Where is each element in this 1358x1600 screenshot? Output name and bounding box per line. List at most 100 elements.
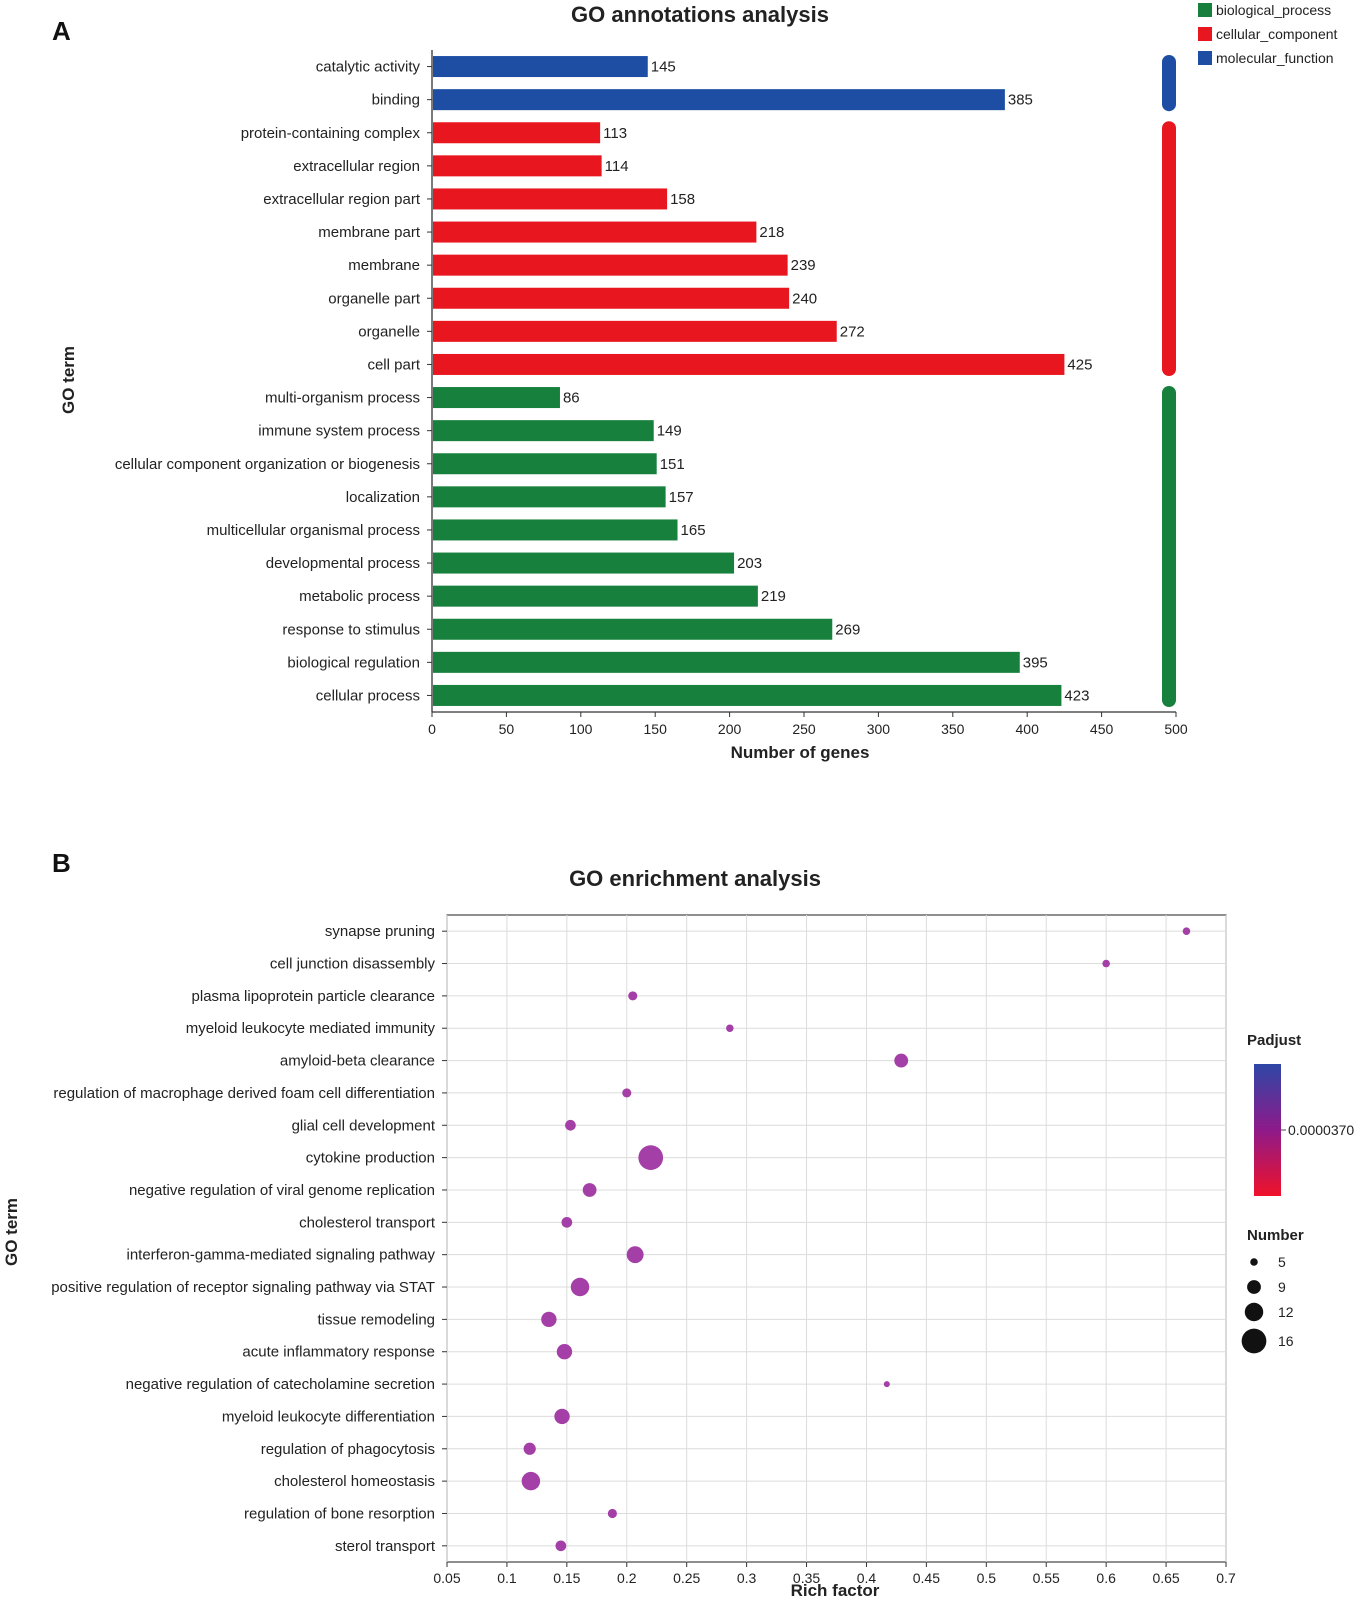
panel-b-category-label: sterol transport — [335, 1538, 436, 1555]
legend-swatch-molecular-function — [1198, 51, 1212, 65]
point-regulation-of-bone-resorption — [607, 1508, 617, 1519]
point-synapse-pruning — [1182, 927, 1191, 935]
panel-b-category-label: tissue remodeling — [317, 1311, 435, 1328]
panel-b-x-tick-label: 0.1 — [497, 1570, 517, 1586]
panel-a-bars: 145 385 113 114 158 218 239 240 272 425 86 149 151 15… — [433, 56, 1092, 706]
bar-value-label: 86 — [563, 390, 580, 407]
size-legend-title: Number — [1247, 1227, 1304, 1244]
bar-value-label: 385 — [1008, 92, 1033, 109]
panel-b-category-label: cholesterol transport — [299, 1214, 436, 1231]
panel-b-category-label: myeloid leukocyte mediated immunity — [186, 1020, 436, 1037]
panel-b-x-tick-label: 0.55 — [1033, 1570, 1060, 1586]
bar-organelle-part — [433, 287, 790, 309]
group-indicator-cellular-component — [1162, 121, 1176, 376]
panel-a-category-label: multi-organism process — [265, 390, 420, 407]
panel-a-x-tick-label: 350 — [941, 721, 965, 737]
panel-b-x-tick-label: 0.25 — [673, 1570, 700, 1586]
panel-b-category-label: amyloid-beta clearance — [280, 1053, 435, 1070]
panel-a-category-label: localization — [346, 489, 420, 506]
panel-b-category-label: regulation of phagocytosis — [261, 1441, 435, 1458]
point-regulation-of-phagocytosis — [523, 1442, 536, 1455]
bar-multi-organism-process — [433, 387, 560, 409]
panel-a-x-tick-label: 250 — [792, 721, 816, 737]
panel-a-x-tick-label: 500 — [1164, 721, 1188, 737]
panel-b-y-axis-title: GO term — [2, 1198, 21, 1266]
size-legend-dot — [1241, 1328, 1267, 1354]
legend-swatch-cellular-component — [1198, 27, 1212, 41]
panel-b-color-legend: Padjust 0.0000370 — [1247, 1032, 1354, 1196]
bar-response-to-stimulus — [433, 618, 833, 640]
panel-a-category-label: catalytic activity — [316, 59, 421, 76]
panel-a-category-label: organelle part — [328, 290, 421, 307]
color-legend-title: Padjust — [1247, 1032, 1301, 1049]
panel-a-x-tick-label: 100 — [569, 721, 593, 737]
point-cell-junction-disassembly — [1102, 959, 1110, 968]
panel-a-title: GO annotations analysis — [571, 2, 829, 27]
panel-b-category-label: regulation of bone resorption — [244, 1505, 435, 1522]
bar-value-label: 157 — [669, 489, 694, 506]
bar-value-label: 425 — [1067, 356, 1092, 373]
panel-b-category-label: plasma lipoprotein particle clearance — [192, 988, 435, 1005]
legend-label-biological-process: biological_process — [1216, 2, 1331, 18]
panel-a-x-axis-title: Number of genes — [731, 743, 870, 762]
panel-b-label: B — [52, 848, 71, 878]
panel-a-y-axis-title: GO term — [59, 346, 78, 414]
point-cholesterol-homeostasis — [521, 1471, 541, 1491]
panel-b-x-tick-label: 0.7 — [1216, 1570, 1236, 1586]
legend-swatch-biological-process — [1198, 3, 1212, 17]
panel-b-plot-frame — [446, 914, 1227, 1563]
panel-b-x-tick-label: 0.05 — [433, 1570, 460, 1586]
point-myeloid-leukocyte-mediated-immunity — [726, 1024, 734, 1033]
panel-b-category-label: cholesterol homeostasis — [274, 1473, 435, 1490]
bar-metabolic-process — [433, 585, 758, 607]
point-negative-regulation-of-catecholamine-secretion — [883, 1381, 890, 1388]
panel-b-category-label: positive regulation of receptor signalin… — [51, 1279, 435, 1296]
color-legend-gradient — [1254, 1064, 1281, 1196]
panel-a-x-tick-label: 0 — [428, 721, 436, 737]
bar-immune-system-process — [433, 420, 654, 442]
panel-b-x-tick-label: 0.15 — [553, 1570, 580, 1586]
panel-a-axes: 0 50 100 150 200 250 300 350 400 450 500 catalytic … — [115, 50, 1188, 737]
panel-b-x-tick-label: 0.5 — [977, 1570, 997, 1586]
bar-membrane-part — [433, 221, 757, 243]
panel-b-size-legend: Number 5 9 12 16 — [1241, 1227, 1304, 1354]
panel-b-category-label: glial cell development — [292, 1117, 436, 1134]
point-plasma-lipoprotein-particle-clearance — [628, 991, 638, 1001]
panel-b-category-label: cell junction disassembly — [270, 956, 436, 973]
panel-b-category-label: cytokine production — [306, 1150, 435, 1167]
size-legend-label: 9 — [1278, 1279, 1286, 1295]
size-legend-dot — [1250, 1258, 1258, 1266]
bar-value-label: 219 — [761, 588, 786, 605]
panel-a-category-label: extracellular region — [293, 158, 420, 175]
panel-a-category-label: extracellular region part — [263, 191, 421, 208]
panel-a-x-tick-label: 150 — [644, 721, 668, 737]
panel-b-x-tick-label: 0.4 — [857, 1570, 877, 1586]
panel-b-axes: 0.05 0.1 0.15 0.2 0.25 0.3 0.35 0.4 0.45 0.5 0.55 0… — [51, 923, 1236, 1586]
point-sterol-transport — [555, 1540, 567, 1552]
size-legend-dot — [1244, 1302, 1264, 1322]
bar-multicellular-organismal-process — [433, 519, 678, 541]
panel-b-category-label: regulation of macrophage derived foam ce… — [53, 1085, 435, 1102]
panel-b-category-label: acute inflammatory response — [242, 1344, 435, 1361]
bar-value-label: 114 — [605, 158, 629, 175]
size-legend-label: 12 — [1278, 1304, 1294, 1320]
panel-b-category-label: negative regulation of catecholamine sec… — [126, 1376, 435, 1393]
panel-b-category-label: synapse pruning — [325, 923, 435, 940]
point-glial-cell-development — [565, 1119, 576, 1131]
panel-b-points — [521, 927, 1191, 1552]
size-legend-label: 5 — [1278, 1254, 1286, 1270]
panel-b-category-label: interferon-gamma-mediated signaling path… — [127, 1247, 436, 1264]
panel-b-x-tick-label: 0.45 — [913, 1570, 940, 1586]
size-legend-dot — [1247, 1280, 1261, 1294]
panel-b-category-label: myeloid leukocyte differentiation — [222, 1408, 435, 1425]
bar-value-label: 395 — [1023, 654, 1048, 671]
panel-a-category-label: membrane part — [318, 224, 421, 241]
panel-a-category-label: response to stimulus — [282, 621, 420, 638]
panel-b-x-tick-label: 0.6 — [1096, 1570, 1116, 1586]
panel-a: A GO annotations analysis GO term Number… — [52, 2, 1338, 762]
panel-a-category-label: binding — [372, 92, 420, 109]
point-interferon-gamma-mediated-signaling-pathway — [626, 1246, 644, 1264]
point-myeloid-leukocyte-differentiation — [554, 1408, 570, 1425]
panel-a-category-label: cellular process — [316, 687, 420, 704]
bar-organelle — [433, 320, 837, 342]
